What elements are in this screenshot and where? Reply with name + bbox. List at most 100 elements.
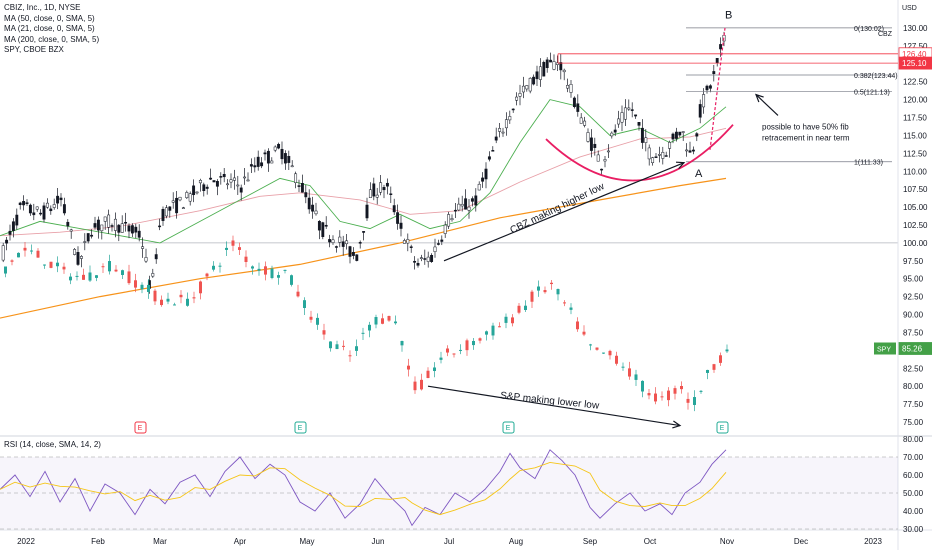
cbz-candle xyxy=(572,97,576,108)
spy-lower-low-arrow-head xyxy=(672,420,682,429)
cbz-candle xyxy=(698,104,702,118)
spy-candle xyxy=(465,340,469,351)
cbz-candle xyxy=(623,107,627,120)
cbz-candle xyxy=(430,255,434,262)
cbz-candle xyxy=(409,246,413,248)
cbz-candle xyxy=(107,214,111,228)
cbz-candle xyxy=(406,239,410,244)
ma21-line xyxy=(0,99,727,244)
cbz-candle xyxy=(134,226,138,233)
cbz-candle xyxy=(511,108,515,111)
spy-candle xyxy=(348,355,352,357)
cbz-candle xyxy=(396,212,400,224)
spy-candle xyxy=(563,302,566,304)
spy-candle xyxy=(218,265,222,267)
cbz-candle xyxy=(96,219,100,231)
cbz-candle xyxy=(549,59,553,63)
spy-candle xyxy=(192,297,196,299)
earnings-marker-label: E xyxy=(720,425,725,432)
cbz-candle xyxy=(708,85,712,89)
y-tick-label: 112.50 xyxy=(903,149,927,158)
spy-candle xyxy=(413,381,417,391)
cbz-candle xyxy=(158,225,162,228)
cbz-candle xyxy=(188,193,192,202)
y-tick-label: 110.00 xyxy=(903,167,927,176)
spy-candle xyxy=(433,367,436,372)
spy-candle xyxy=(374,317,378,325)
cbz-candle xyxy=(657,154,661,156)
cbz-candle xyxy=(525,85,529,90)
currency-label: USD xyxy=(902,5,917,12)
cbz-candle xyxy=(324,224,328,227)
cbz-candle xyxy=(640,127,644,143)
legend-ma21: MA (21, close, 0, SMA, 5) xyxy=(4,24,95,33)
spy-candle xyxy=(381,318,384,324)
cbz-candle xyxy=(249,164,253,167)
cbz-candle xyxy=(202,184,206,192)
cbz-candle xyxy=(90,234,94,237)
cbz-candle xyxy=(263,152,267,155)
cbz-candle xyxy=(443,224,447,234)
cbz-candle xyxy=(328,239,332,243)
cbz-candle xyxy=(113,218,117,231)
cbz-candle xyxy=(606,150,610,153)
legend-ma200: MA (200, close, 0, SMA, 5) xyxy=(4,34,100,44)
ma200-line xyxy=(0,177,727,319)
cbz-candle xyxy=(100,224,104,232)
x-tick-label: Jun xyxy=(372,537,385,546)
cbz-candle xyxy=(688,150,692,153)
cbz-candle xyxy=(120,223,124,233)
cbz-candle xyxy=(66,221,70,227)
earnings-marker xyxy=(294,421,307,434)
spy-candle xyxy=(108,261,111,272)
cbz-candle xyxy=(141,246,145,249)
y-tick-label: 122.50 xyxy=(903,78,928,87)
spy-candle xyxy=(576,321,579,330)
spy-tag-text: SPY xyxy=(877,347,891,354)
cbz-candle xyxy=(232,177,236,181)
cbz-candle xyxy=(321,222,325,237)
cbz-candle xyxy=(300,182,304,193)
spy-candle xyxy=(699,390,703,392)
spy-candle xyxy=(589,344,592,346)
cbz-candle xyxy=(137,230,141,238)
cbz-candle xyxy=(385,182,389,187)
y-tick-label: 115.00 xyxy=(903,131,927,140)
cbz-candle xyxy=(436,243,440,245)
spy-candle xyxy=(82,274,85,280)
y-tick-label: 95.00 xyxy=(903,275,924,284)
cbz-candle xyxy=(130,225,134,234)
cbz-candle xyxy=(596,154,600,162)
cbz-candle xyxy=(229,179,233,183)
x-tick-label: Dec xyxy=(794,537,808,546)
spy-candles-group xyxy=(4,235,729,412)
breakout-dashed-line xyxy=(709,27,726,150)
cbz-candle xyxy=(634,114,638,117)
spy-lower-low-arrow xyxy=(427,385,681,427)
cbz-candle xyxy=(287,155,291,163)
cbz-candle xyxy=(266,150,270,164)
earnings-marker-label: E xyxy=(298,425,303,432)
spy-candle xyxy=(316,317,319,325)
spy-candle xyxy=(140,284,144,290)
cbz-candle xyxy=(715,58,719,64)
cbz-candle xyxy=(440,239,444,242)
spy-candle xyxy=(439,357,443,360)
cbz-candle xyxy=(22,201,26,206)
spy-candle xyxy=(511,317,514,324)
cbz-candle xyxy=(246,179,250,182)
rsi-line xyxy=(0,449,727,527)
cbz-candle xyxy=(277,143,281,149)
cbz-candle xyxy=(368,189,372,198)
cbz-candle xyxy=(593,143,597,148)
x-tick-label: Mar xyxy=(153,537,167,546)
cbz-candle xyxy=(668,142,672,149)
cbz-candle xyxy=(382,187,386,191)
cbz-candle xyxy=(586,132,590,142)
cbz-candle xyxy=(297,185,301,187)
cbz-candle xyxy=(209,177,213,180)
cbz-candle xyxy=(79,256,83,259)
cbz-candle xyxy=(705,85,709,91)
spy-candle xyxy=(69,276,72,281)
